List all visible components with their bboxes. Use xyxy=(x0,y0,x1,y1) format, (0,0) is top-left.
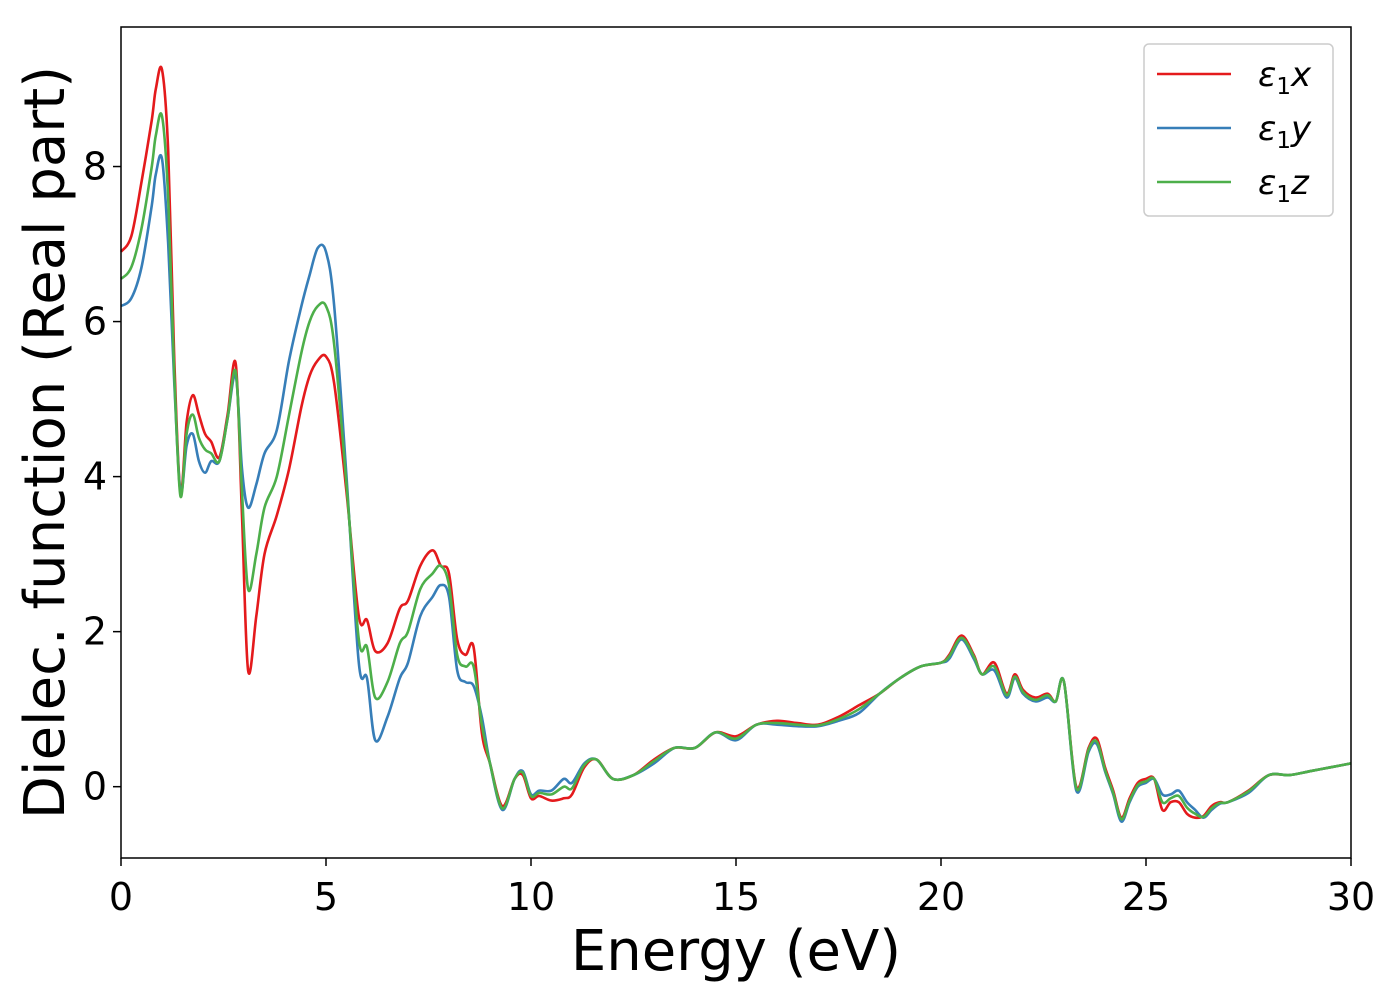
y-tick-label: 8 xyxy=(83,145,107,189)
y-tick-label: 0 xyxy=(83,765,107,809)
x-axis-ticks: 0 5 10 15 20 25 30 xyxy=(109,858,1375,919)
x-tick-label: 0 xyxy=(109,875,133,919)
x-tick-label: 30 xyxy=(1327,875,1375,919)
x-tick-label: 20 xyxy=(917,875,965,919)
y-axis-title: Dielec. function (Real part) xyxy=(13,66,78,819)
x-tick-label: 5 xyxy=(314,875,338,919)
x-axis-title: Energy (eV) xyxy=(571,919,901,984)
legend: ε1x ε1y ε1z xyxy=(1143,43,1334,217)
legend-label: ε1x xyxy=(1258,55,1312,100)
series-layer xyxy=(119,65,1352,823)
legend-box xyxy=(1143,43,1334,217)
y-tick-label: 6 xyxy=(83,300,107,344)
y-tick-label: 4 xyxy=(83,455,107,499)
x-tick-label: 10 xyxy=(507,875,555,919)
series-line-2 xyxy=(120,153,1352,823)
y-tick-label: 2 xyxy=(83,610,107,654)
series-line-3 xyxy=(120,112,1352,821)
x-tick-label: 15 xyxy=(712,875,760,919)
legend-label: ε1z xyxy=(1258,163,1310,208)
legend-label: ε1y xyxy=(1258,109,1312,154)
x-tick-label: 25 xyxy=(1122,875,1170,919)
y-axis-ticks: 0 2 4 6 8 xyxy=(83,145,121,809)
